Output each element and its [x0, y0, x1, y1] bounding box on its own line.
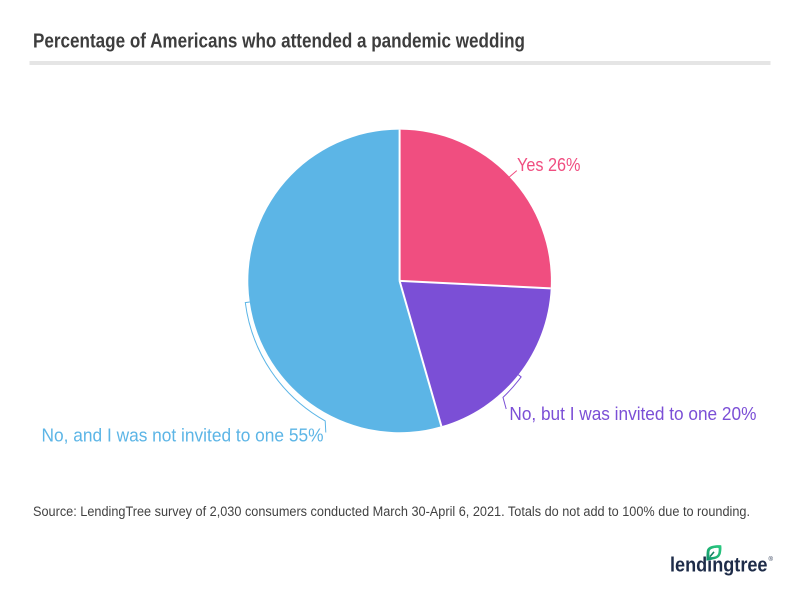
svg-text:lendıngtree: lendıngtree [670, 554, 768, 577]
svg-text:No, and I was not invited to o: No, and I was not invited to one 55% [42, 425, 324, 446]
svg-text:Percentage of Americans who at: Percentage of Americans who attended a p… [33, 31, 525, 53]
svg-text:Source: LendingTree survey of: Source: LendingTree survey of 2,030 cons… [33, 504, 750, 519]
svg-text:Yes 26%: Yes 26% [517, 154, 581, 175]
svg-text:No, but I was invited to one 2: No, but I was invited to one 20% [509, 403, 756, 424]
svg-text:®: ® [769, 556, 774, 563]
